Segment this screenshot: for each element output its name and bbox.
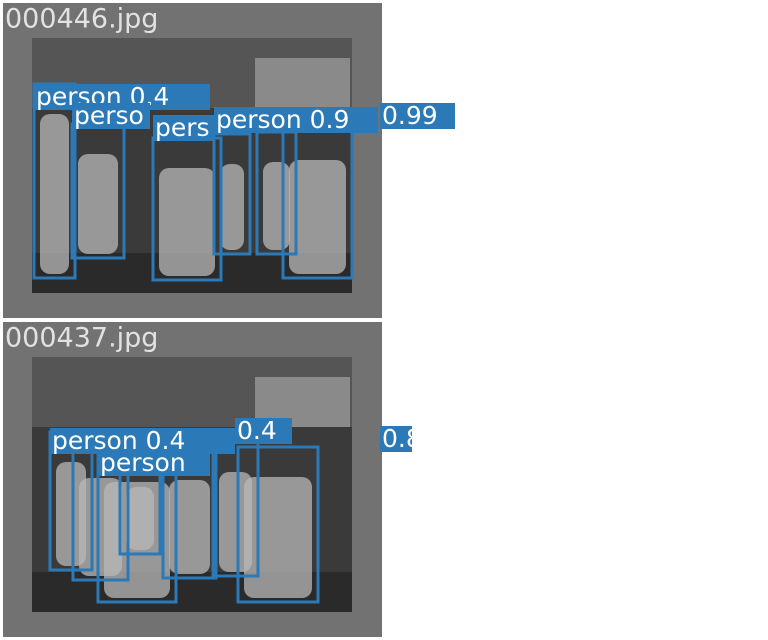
detection-label: 0.89 xyxy=(382,424,438,453)
detection-label: person 0.9 xyxy=(216,105,349,134)
person-silhouette xyxy=(40,114,69,274)
label-background xyxy=(50,428,235,454)
label-background xyxy=(235,418,292,444)
detection-label: 0.99 xyxy=(382,101,438,130)
bounding-box xyxy=(212,132,252,256)
label-background xyxy=(380,426,412,452)
label-background xyxy=(153,115,215,141)
label-background xyxy=(72,103,150,129)
person-silhouette xyxy=(159,168,215,276)
person-silhouette xyxy=(289,160,346,274)
person-silhouette xyxy=(244,477,312,598)
label-background xyxy=(380,103,455,129)
person-silhouette xyxy=(126,487,154,550)
person-silhouette xyxy=(220,164,244,250)
person-silhouette xyxy=(219,472,252,572)
filename: 000446.jpg xyxy=(5,4,158,35)
detection-label: perso xyxy=(74,101,144,130)
label-background xyxy=(98,450,210,476)
detection-label: person xyxy=(100,448,186,477)
label-background xyxy=(214,107,378,133)
person-silhouette xyxy=(169,480,210,574)
filename: 000437.jpg xyxy=(5,323,158,354)
person-silhouette xyxy=(56,462,86,566)
bounding-box xyxy=(236,445,320,604)
detection-label: pers xyxy=(155,113,210,142)
person-silhouette xyxy=(78,154,118,254)
person-silhouette xyxy=(263,162,290,250)
image-window xyxy=(255,58,350,108)
detection-label: 0.4 xyxy=(237,416,277,445)
